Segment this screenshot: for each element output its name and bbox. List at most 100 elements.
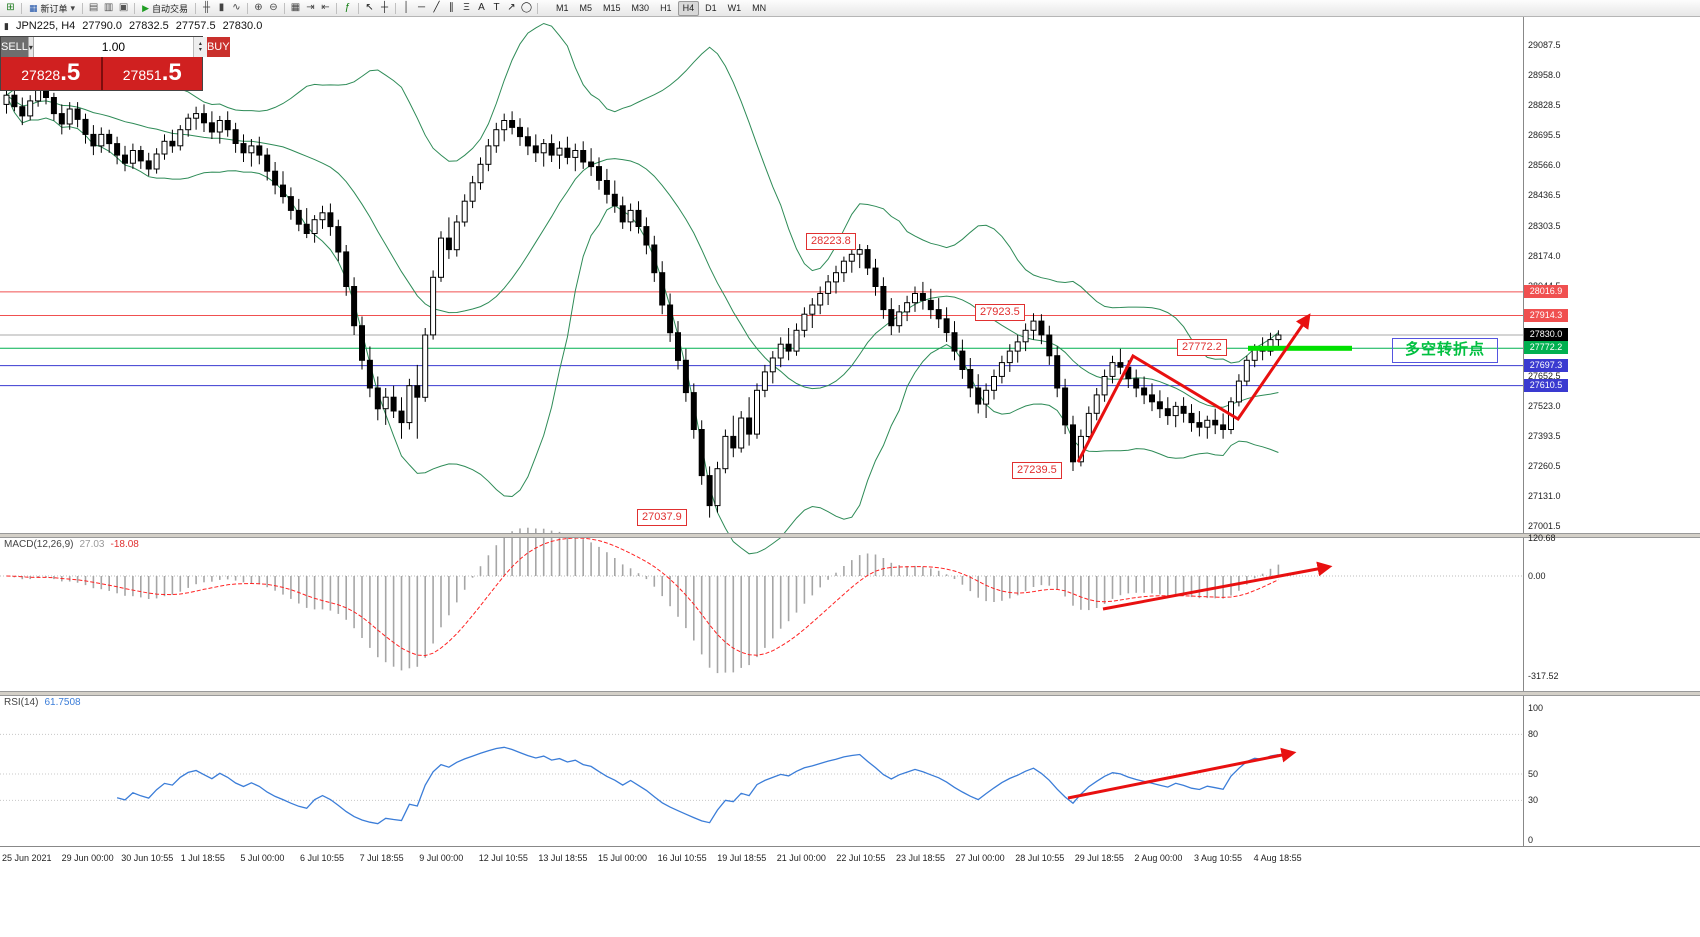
auto-trading-label: 自动交易 bbox=[151, 3, 188, 14]
timeframe-mn[interactable]: MN bbox=[752, 2, 767, 13]
rsi-panel-splitter[interactable] bbox=[0, 691, 1700, 696]
price-axis[interactable] bbox=[1523, 16, 1700, 868]
cursor-icon[interactable]: ↖ bbox=[365, 2, 374, 13]
auto-trading-icon: ▶ bbox=[142, 2, 149, 13]
timeframe-m1[interactable]: M1 bbox=[556, 2, 569, 13]
label-icon[interactable]: T bbox=[493, 2, 500, 13]
toolbar-separator bbox=[247, 2, 248, 14]
price-axis-tick: 28436.5 bbox=[1528, 190, 1561, 201]
timeframe-d1[interactable]: D1 bbox=[705, 2, 717, 13]
close-value: 27830.0 bbox=[222, 20, 263, 32]
price-annotation-label[interactable]: 28223.8 bbox=[806, 233, 856, 250]
time-axis-label: 25 Jun 2021 bbox=[2, 853, 52, 863]
timeframe-m30[interactable]: M30 bbox=[631, 2, 650, 13]
timeframe-m5[interactable]: M5 bbox=[579, 2, 593, 13]
line-chart-icon[interactable]: ∿ bbox=[232, 2, 241, 13]
macd-trend-arrow[interactable] bbox=[1102, 561, 1333, 611]
candlestick-chart-icon[interactable]: ▮ bbox=[218, 2, 225, 13]
price-annotation-label[interactable]: 27923.5 bbox=[975, 304, 1025, 321]
toolbar-separator bbox=[82, 2, 84, 14]
time-axis-label: 22 Jul 10:55 bbox=[836, 853, 886, 863]
symbol-icon: ▮ bbox=[4, 20, 9, 31]
zoom-out-icon[interactable]: ⊖ bbox=[269, 2, 278, 13]
time-axis[interactable]: 25 Jun 2021 29 Jun 00:00 30 Jun 10:55 1 Jul… bbox=[0, 846, 1700, 869]
channel-icon[interactable]: ∥ bbox=[449, 2, 454, 13]
buy-button[interactable]: BUY bbox=[206, 37, 230, 57]
macd-signal-line bbox=[6, 537, 1279, 657]
bollinger-band[interactable] bbox=[6, 94, 1279, 555]
volume-down-icon[interactable]: ▾ bbox=[198, 47, 202, 53]
timeframe-h1[interactable]: H1 bbox=[660, 2, 672, 13]
price-level-label: 28016.9 bbox=[1524, 284, 1568, 298]
crosshair-icon[interactable]: ┼ bbox=[380, 2, 389, 13]
chart-shift-icon[interactable]: ⇤ bbox=[321, 2, 330, 13]
auto-scroll-icon[interactable]: ⇥ bbox=[306, 2, 315, 13]
bollinger-band[interactable] bbox=[6, 22, 1279, 364]
charts-grid-icon[interactable]: ▤ bbox=[88, 2, 99, 13]
rsi-trend-arrow[interactable] bbox=[1067, 747, 1297, 800]
volume-stepper[interactable]: ▴ ▾ bbox=[192, 37, 207, 57]
price-axis-tick: 28828.5 bbox=[1528, 99, 1561, 110]
sell-button[interactable]: SELL bbox=[1, 37, 28, 57]
timeframe-h4[interactable]: H4 bbox=[677, 0, 700, 16]
horizontal-line-icon[interactable]: ─ bbox=[417, 2, 426, 13]
macd-panel-splitter[interactable] bbox=[0, 533, 1700, 538]
ellipse-icon[interactable]: ◯ bbox=[520, 2, 533, 13]
price-axis-tick: 28695.5 bbox=[1528, 130, 1561, 141]
zoom-in-icon[interactable]: ⊕ bbox=[254, 2, 263, 13]
profile-icon[interactable]: ▥ bbox=[103, 2, 114, 13]
trend-zigzag-arrow[interactable] bbox=[1076, 313, 1311, 463]
buy-price-button[interactable]: 27851.5 bbox=[102, 57, 202, 90]
price-axis-tick: 29087.5 bbox=[1528, 40, 1561, 50]
time-axis-label: 29 Jun 00:00 bbox=[61, 853, 114, 863]
time-axis-label: 6 Jul 10:55 bbox=[300, 853, 345, 863]
new-order-button[interactable]: ▦ 新订单 ▾ bbox=[25, 1, 79, 15]
time-axis-label: 28 Jul 10:55 bbox=[1015, 853, 1065, 863]
bollinger-band[interactable] bbox=[6, 94, 1279, 408]
chart-ohlc-header: ▮ JPN225, H4 27790.0 27832.5 27757.5 278… bbox=[4, 20, 262, 32]
timeframe-group: M1 M5 M15 M30 H1 H4 D1 W1 MN bbox=[551, 0, 771, 16]
toolbar-separator bbox=[395, 2, 396, 14]
terminal-icon[interactable]: ▣ bbox=[118, 2, 129, 13]
volume-up-icon[interactable]: ▴ bbox=[198, 41, 202, 47]
macd-indicator-name: MACD(12,26,9) bbox=[4, 539, 74, 550]
time-axis-label: 19 Jul 18:55 bbox=[717, 853, 767, 863]
toolbar-separator bbox=[336, 2, 337, 14]
price-annotation-label[interactable]: 27037.9 bbox=[637, 509, 687, 526]
one-click-trading-panel: SELL ▾ ▴ ▾ BUY 27828.5 27851.5 bbox=[0, 36, 230, 91]
timeframe-m15[interactable]: M15 bbox=[603, 2, 621, 13]
time-axis-label: 9 Jul 00:00 bbox=[419, 853, 464, 863]
price-axis-tick: 27260.5 bbox=[1528, 461, 1561, 472]
main-toolbar: ⊞ ▦ 新订单 ▾ ▤ ▥ ▣ ▶ 自动交易 ╫ ▮ ∿ ⊕ ⊖ ▦ ⇥ ⇤ ƒ ↖ ┼ │ ─ ╱ ∥ Ξ A T ↗ ◯ M1 M5 M1… bbox=[0, 0, 1700, 17]
toolbar-separator bbox=[537, 2, 538, 14]
tile-windows-icon[interactable]: ▦ bbox=[290, 2, 301, 13]
toolbar-separator bbox=[195, 2, 196, 14]
timeframe-w1[interactable]: W1 bbox=[727, 2, 742, 13]
trendline-icon[interactable]: ╱ bbox=[433, 2, 440, 13]
macd-signal-value: -18.08 bbox=[110, 539, 139, 550]
price-axis-tick: 27652.5 bbox=[1528, 370, 1561, 381]
price-annotation-label[interactable]: 27239.5 bbox=[1012, 462, 1062, 479]
bar-chart-icon[interactable]: ╫ bbox=[202, 2, 211, 13]
vertical-line-icon[interactable]: │ bbox=[403, 2, 410, 13]
support-highlight-segment[interactable] bbox=[1248, 345, 1352, 351]
price-annotation-label[interactable]: 27772.2 bbox=[1177, 339, 1227, 356]
macd-header: MACD(12,26,9) 27.03 -18.08 bbox=[4, 539, 139, 550]
high-value: 27832.5 bbox=[129, 20, 169, 32]
auto-trading-button[interactable]: ▶ 自动交易 bbox=[138, 1, 192, 15]
price-level-label: 27914.3 bbox=[1524, 308, 1568, 322]
text-icon[interactable]: A bbox=[478, 2, 485, 13]
turning-point-label[interactable]: 多空转折点 bbox=[1392, 338, 1498, 363]
volume-input[interactable] bbox=[33, 37, 193, 57]
fibonacci-icon[interactable]: Ξ bbox=[463, 2, 470, 13]
arrow-object-icon[interactable]: ↗ bbox=[507, 2, 516, 13]
time-axis-label: 27 Jul 00:00 bbox=[955, 853, 1005, 863]
time-axis-label: 21 Jul 00:00 bbox=[776, 853, 826, 863]
price-axis-tick: 28958.0 bbox=[1528, 69, 1561, 80]
new-chart-icon[interactable]: ⊞ bbox=[6, 2, 15, 13]
indicators-icon[interactable]: ƒ bbox=[344, 2, 351, 13]
sell-price-button[interactable]: 27828.5 bbox=[1, 57, 103, 90]
volume-dropdown-icon[interactable]: ▾ bbox=[27, 37, 34, 57]
macd-axis-tick: -317.52 bbox=[1528, 671, 1559, 682]
